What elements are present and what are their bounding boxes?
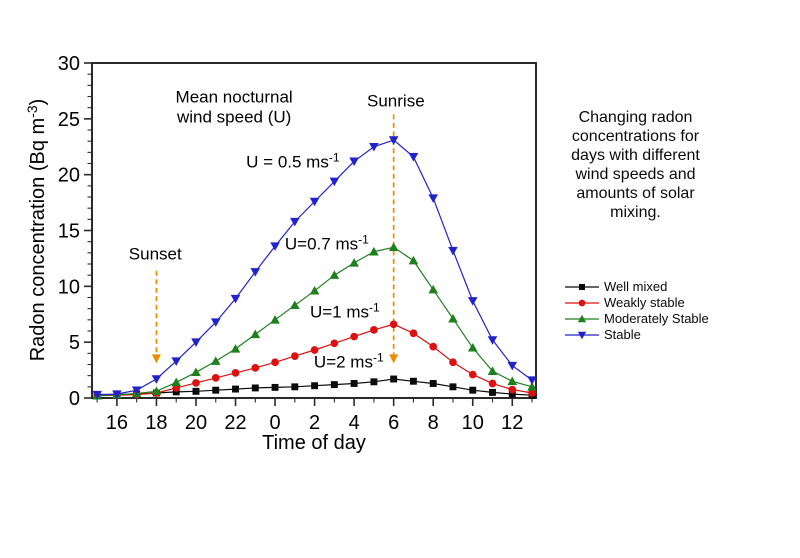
sunrise-arrow xyxy=(389,114,399,364)
figure-caption: Changing radon concentrations for days w… xyxy=(548,108,723,222)
x-tick-label: 4 xyxy=(349,412,360,434)
legend-label: Weakly stable xyxy=(604,294,685,310)
x-tick-label: 10 xyxy=(462,412,484,434)
y-tick-label: 20 xyxy=(58,165,80,187)
x-tick-label: 16 xyxy=(106,412,128,434)
legend-item-moderately-stable: Moderately Stable xyxy=(564,310,709,326)
caption-line: mixing. xyxy=(610,204,661,221)
y-tick-label: 15 xyxy=(58,221,80,243)
legend-item-stable: Stable xyxy=(564,326,709,342)
caption-line: concentrations for xyxy=(571,128,700,145)
legend-marker-square-icon xyxy=(564,280,600,292)
x-tick-label: 18 xyxy=(145,412,167,434)
series-stable xyxy=(92,136,537,400)
svg-text:wind speed (U): wind speed (U) xyxy=(176,108,291,127)
svg-text:U = 0.5 ms-1: U = 0.5 ms-1 xyxy=(246,150,340,171)
legend-item-weakly-stable: Weakly stable xyxy=(564,294,709,310)
caption-line: amounts of solar xyxy=(576,185,695,202)
x-tick-label: 20 xyxy=(185,412,207,434)
legend-label: Well mixed xyxy=(604,278,668,294)
sunset-arrow xyxy=(151,270,161,364)
x-tick-label: 0 xyxy=(269,412,280,434)
svg-text:U=0.7 ms-1: U=0.7 ms-1 xyxy=(285,232,369,253)
x-tick-label: 6 xyxy=(388,412,399,434)
x-tick-label: 8 xyxy=(428,412,439,434)
label-u-0-5: U = 0.5 ms-1 xyxy=(246,150,340,171)
legend-marker-triangle-down-icon xyxy=(564,328,600,340)
caption-line: days with different xyxy=(571,147,700,164)
y-tick-label: 10 xyxy=(58,276,80,298)
x-tick-label: 22 xyxy=(224,412,246,434)
x-axis: 16 18 20 22 0 2 4 6 8 10 12 xyxy=(96,398,533,434)
sunset-label: Sunset xyxy=(129,244,182,263)
svg-text:Mean nocturnal: Mean nocturnal xyxy=(176,88,293,107)
y-tick-label: 0 xyxy=(69,388,80,410)
label-u-0-7: U=0.7 ms-1 xyxy=(285,232,369,253)
label-u-2: U=2 ms-1 xyxy=(314,351,384,372)
series-well-mixed xyxy=(93,375,536,399)
label-u-1: U=1 ms-1 xyxy=(310,300,380,321)
x-axis-title: Time of day xyxy=(262,432,366,454)
plot-frame xyxy=(91,62,537,399)
arrowhead-down-icon xyxy=(151,354,161,364)
legend-label: Stable xyxy=(604,326,641,342)
legend-marker-circle-icon xyxy=(564,296,600,308)
svg-text:Sunset: Sunset xyxy=(129,244,182,263)
svg-text:U=1 ms-1: U=1 ms-1 xyxy=(310,300,380,321)
legend-marker-triangle-up-icon xyxy=(564,312,600,324)
y-tick-label: 30 xyxy=(58,53,80,75)
sunrise-label: Sunrise xyxy=(367,91,425,110)
legend-label: Moderately Stable xyxy=(604,310,709,326)
caption-line: wind speeds and xyxy=(575,166,696,183)
arrowhead-down-icon xyxy=(389,354,399,364)
x-tick-label: 2 xyxy=(309,412,320,434)
legend-item-well-mixed: Well mixed xyxy=(564,278,709,294)
y-axis: 0 5 10 15 20 25 30 xyxy=(58,53,92,410)
y-axis-title: Radon concentration (Bq m-3) xyxy=(24,99,49,362)
y-tick-label: 25 xyxy=(58,109,80,131)
caption-line: Changing radon xyxy=(578,109,693,126)
svg-text:U=2 ms-1: U=2 ms-1 xyxy=(314,351,384,372)
x-tick-label: 12 xyxy=(501,412,523,434)
svg-text:Sunrise: Sunrise xyxy=(367,91,425,110)
series-weakly-stable xyxy=(93,320,536,400)
y-tick-label: 5 xyxy=(69,332,80,354)
legend: Well mixed Weakly stable Moderately Stab… xyxy=(564,278,709,342)
